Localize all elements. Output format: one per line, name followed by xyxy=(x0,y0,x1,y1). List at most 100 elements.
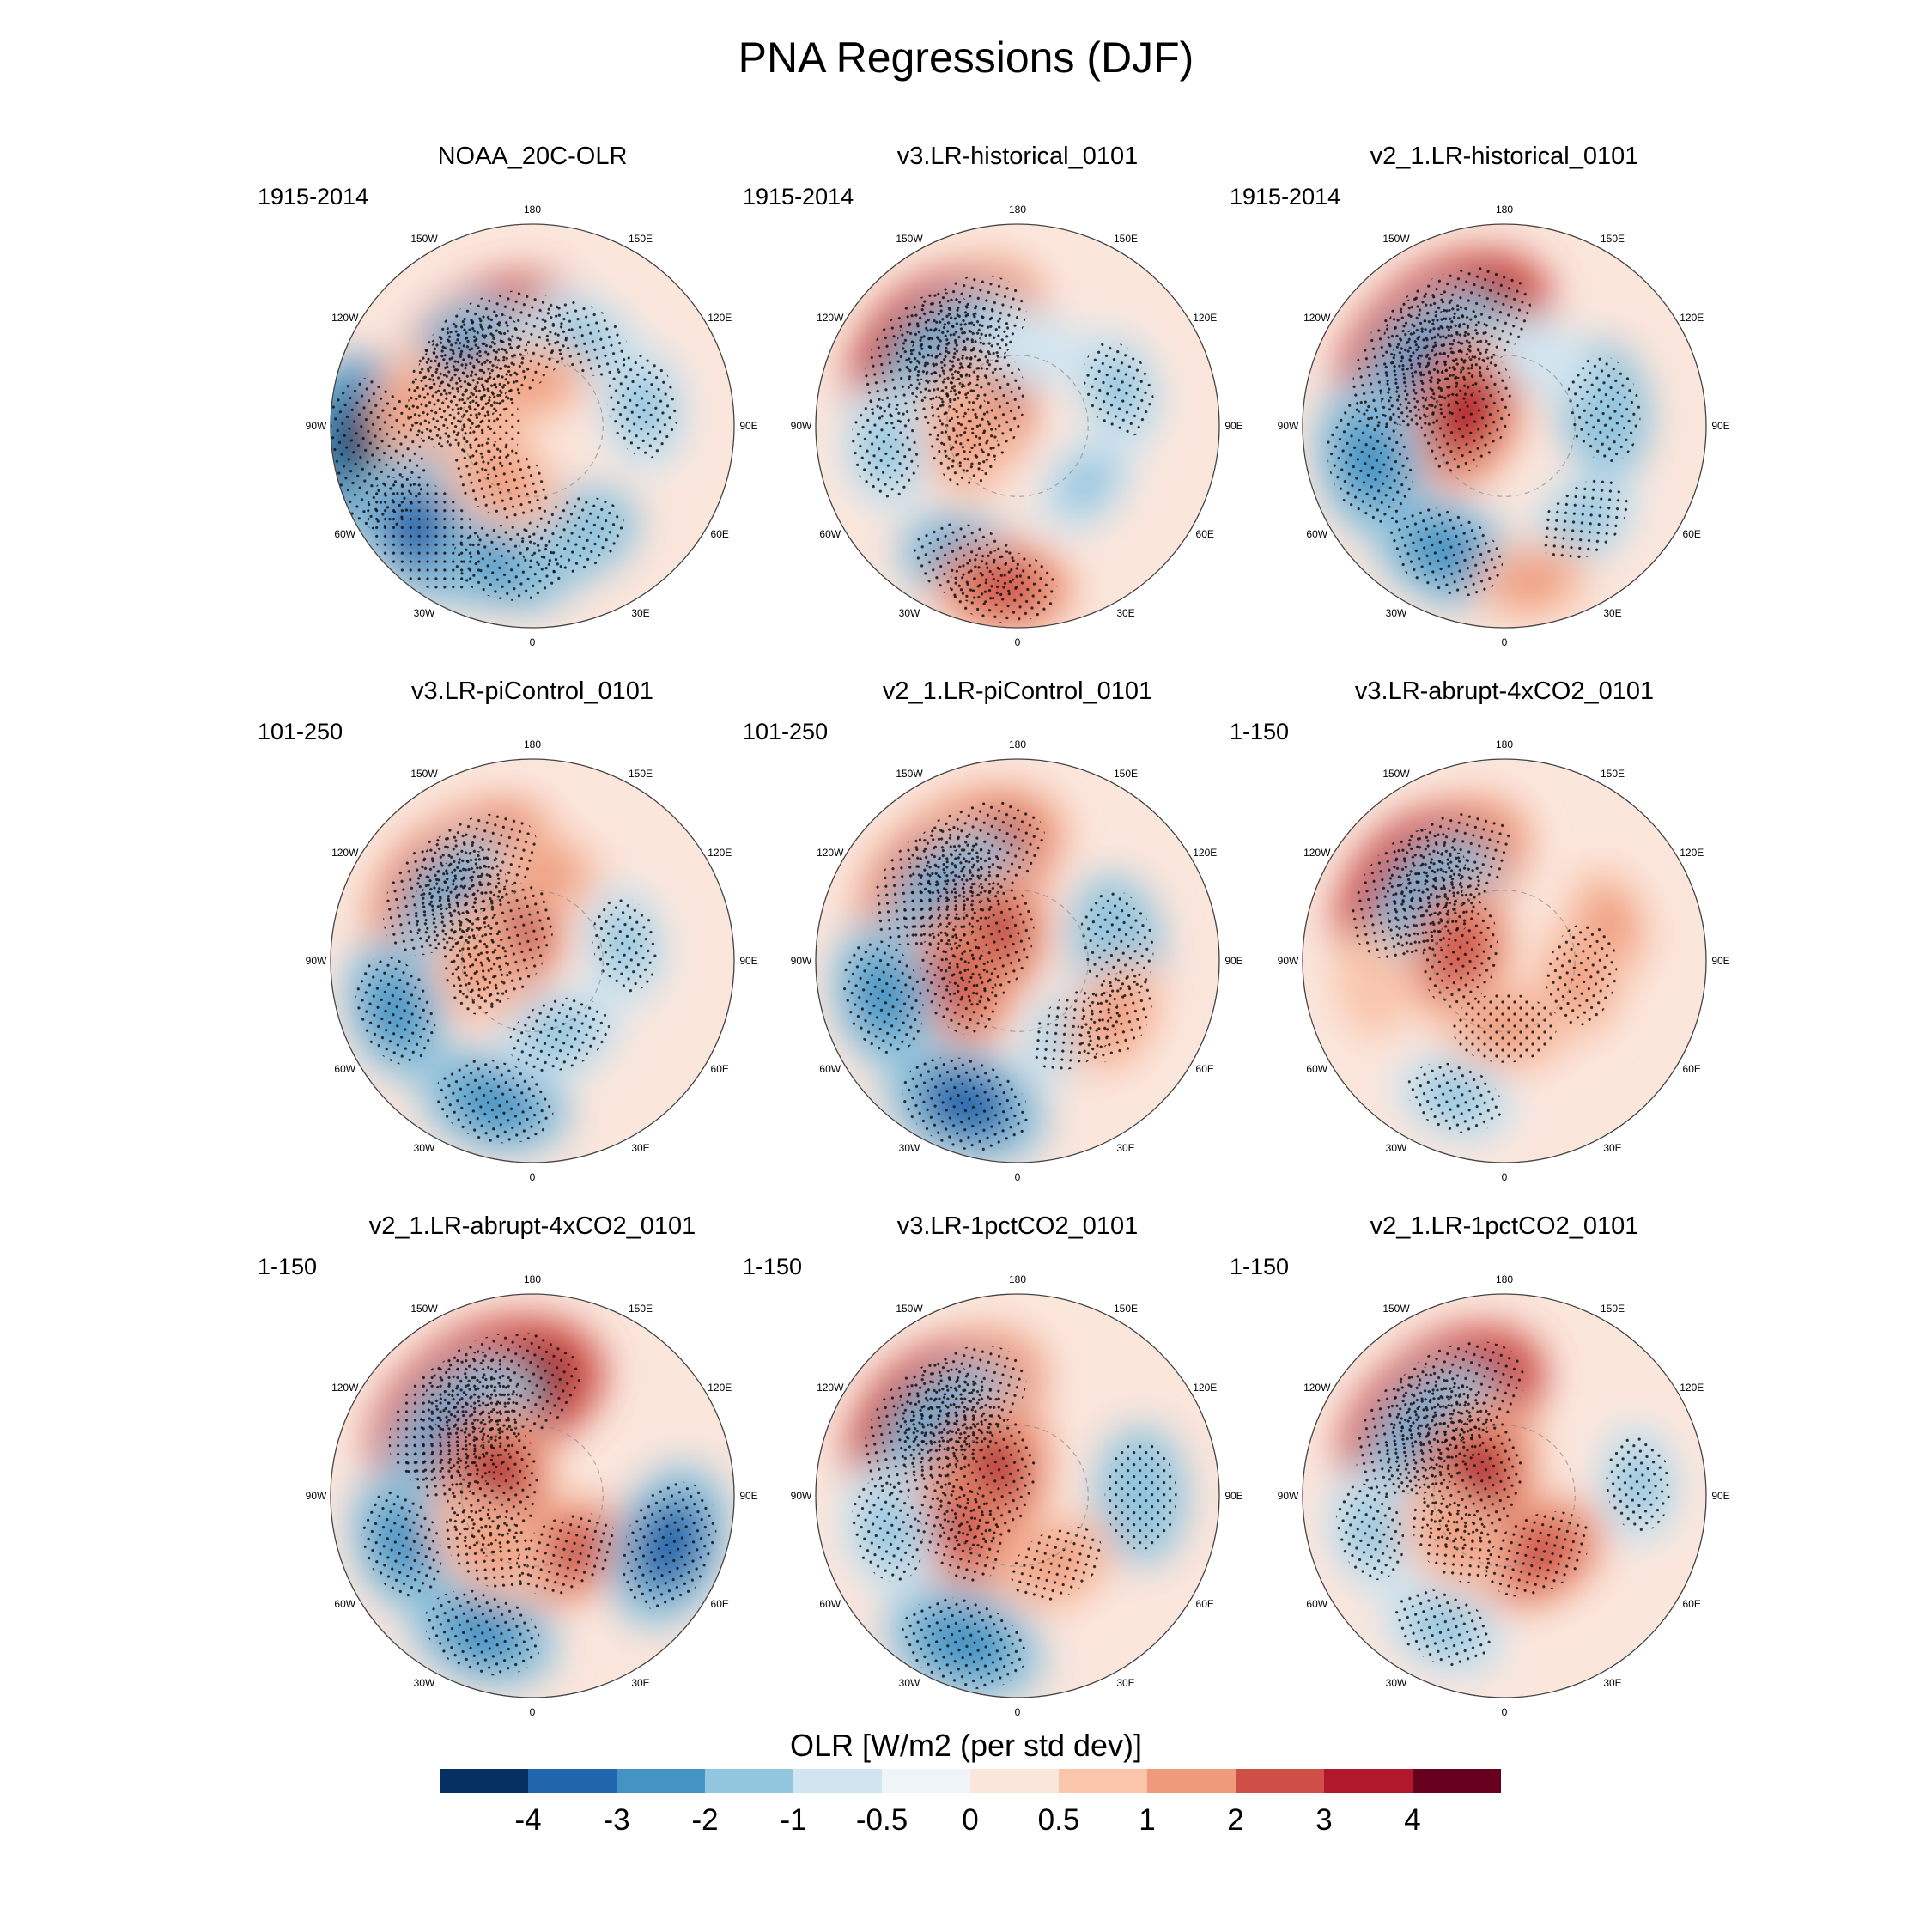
colorbar-swatch xyxy=(1413,1769,1501,1793)
map-panel: v2_1.LR-1pctCO2_0101 1-150 180 150E 120E 90E 6… xyxy=(1230,1212,1779,1719)
significance-stipple xyxy=(902,1597,1026,1689)
significance-stipple xyxy=(1077,971,1152,1063)
map-boundary xyxy=(1302,758,1707,1163)
significance-stipple xyxy=(1388,507,1503,597)
significance-stipple xyxy=(607,355,678,459)
panel-title: v3.LR-piControl_0101 xyxy=(410,677,654,705)
longitude-label: 120W xyxy=(331,847,359,859)
longitude-label: 30W xyxy=(1386,1677,1407,1689)
longitude-label: 180 xyxy=(1009,204,1026,216)
map-boundary xyxy=(330,1293,735,1698)
map-boundary xyxy=(815,758,1220,1163)
significance-stipple xyxy=(1104,1442,1177,1550)
longitude-label: 60E xyxy=(1196,1598,1214,1610)
significance-stipple xyxy=(1083,341,1154,437)
longitude-label: 90E xyxy=(1224,420,1242,432)
longitude-label: 60W xyxy=(334,528,355,540)
longitude-label: 90W xyxy=(306,420,327,432)
colorbar-swatch xyxy=(1236,1769,1325,1793)
panel-period: 1-150 xyxy=(743,1254,803,1279)
colorbar-swatch xyxy=(1324,1769,1413,1793)
map-panel: v2_1.LR-piControl_0101 101-250 180 150E 120E… xyxy=(743,677,1292,1184)
polar-map: 180 150E 120E 90E 60E 30E 0 30W 60W 90W 120W 150W xyxy=(791,738,1243,1183)
coastline xyxy=(1433,890,1576,1032)
longitude-label: 120W xyxy=(1303,847,1331,859)
significance-stipple xyxy=(851,1479,924,1583)
panel-title: v3.LR-1pctCO2_0101 xyxy=(896,1212,1139,1240)
polar-map: 180 150E 120E 90E 60E 30E 0 30W 60W 90W 120W 150W xyxy=(306,738,758,1183)
significance-stipple xyxy=(1011,1526,1103,1601)
map-boundary xyxy=(330,758,735,1163)
longitude-label: 150W xyxy=(1382,768,1410,780)
polar-map: 180 150E 120E 90E 60E 30E 0 30W 60W 90W 120W 150W xyxy=(306,1273,758,1718)
polar-map: 180 150E 120E 90E 60E 30E 0 30W 60W 90W 120W 150W xyxy=(1278,1273,1730,1718)
significance-stipple xyxy=(361,1489,442,1598)
longitude-label: 90W xyxy=(306,955,327,967)
colorbar-tick-label: 0.5 xyxy=(1037,1803,1080,1837)
longitude-label: 180 xyxy=(1496,738,1513,750)
colorbar-swatch xyxy=(882,1769,971,1793)
significance-stipple xyxy=(443,1504,535,1590)
significance-stipple xyxy=(1452,993,1557,1063)
longitude-label: 150W xyxy=(410,768,438,780)
longitude-label: 60E xyxy=(711,528,729,540)
longitude-label: 180 xyxy=(1009,1273,1026,1285)
map-boundary xyxy=(815,1293,1220,1698)
anomaly-core xyxy=(1512,332,1575,384)
longitude-label: 30W xyxy=(414,1677,435,1689)
longitude-label: 90E xyxy=(1711,420,1729,432)
panel-title: v2_1.LR-abrupt-4xCO2_0101 xyxy=(368,1212,696,1240)
polar-map: 180 150E 120E 90E 60E 30E 0 30W 60W 90W 120W 150W xyxy=(1278,204,1730,648)
coastline xyxy=(461,1425,604,1567)
colorbar-tick-label: 1 xyxy=(1139,1803,1156,1837)
longitude-label: 0 xyxy=(1502,1171,1508,1183)
significance-stipple xyxy=(515,1512,617,1595)
significance-stipple xyxy=(949,550,1058,623)
panel-title: v2_1.LR-piControl_0101 xyxy=(882,677,1153,705)
longitude-label: 0 xyxy=(1015,1171,1021,1183)
longitude-label: 0 xyxy=(530,1706,536,1718)
longitude-label: 120W xyxy=(1303,312,1331,324)
map-panel: v3.LR-1pctCO2_0101 1-150 180 150E 120E 90E 60E… xyxy=(743,1212,1292,1719)
map-boundary xyxy=(330,223,735,629)
longitude-label: 120E xyxy=(708,847,732,859)
longitude-label: 120E xyxy=(1680,847,1704,859)
longitude-label: 30W xyxy=(899,1142,920,1154)
colorbar-swatch xyxy=(617,1769,706,1793)
longitude-label: 90W xyxy=(306,1490,327,1502)
colorbar-tick-label: -2 xyxy=(691,1803,719,1837)
longitude-label: 60W xyxy=(819,528,841,540)
map-panel: v3.LR-abrupt-4xCO2_0101 1-150 180 150E 120E 9… xyxy=(1230,677,1779,1184)
longitude-label: 90W xyxy=(1278,1490,1299,1502)
longitude-label: 120E xyxy=(1193,847,1217,859)
coastline xyxy=(946,1425,1089,1567)
polar-map: 180 150E 120E 90E 60E 30E 0 30W 60W 90W 120W 150W xyxy=(791,204,1243,648)
longitude-label: 30E xyxy=(631,1677,649,1689)
longitude-label: 60E xyxy=(1196,1063,1214,1075)
coastline xyxy=(1433,1425,1576,1567)
longitude-label: 60E xyxy=(1683,528,1701,540)
colorbar-tick-label: -4 xyxy=(514,1803,542,1837)
significance-stipple xyxy=(1327,401,1413,523)
longitude-label: 90E xyxy=(739,1490,757,1502)
longitude-label: 0 xyxy=(1015,636,1021,648)
polar-map: 180 150E 120E 90E 60E 30E 0 30W 60W 90W 120W 150W xyxy=(306,204,758,648)
longitude-label: 60E xyxy=(711,1598,729,1610)
panel-title: v2_1.LR-1pctCO2_0101 xyxy=(1370,1212,1639,1240)
longitude-label: 150E xyxy=(1601,233,1625,245)
longitude-label: 30E xyxy=(1116,1142,1134,1154)
panel-period: 101-250 xyxy=(258,719,343,744)
longitude-label: 90E xyxy=(739,955,757,967)
significance-stipple xyxy=(1420,349,1513,475)
longitude-label: 60W xyxy=(819,1598,841,1610)
colorbar-swatch xyxy=(528,1769,617,1793)
longitude-label: 30W xyxy=(414,607,435,619)
longitude-label: 60E xyxy=(1683,1063,1701,1075)
significance-stipple xyxy=(1606,1436,1671,1533)
longitude-label: 30E xyxy=(1603,1142,1621,1154)
colorbar-swatch xyxy=(1059,1769,1148,1793)
longitude-label: 150E xyxy=(629,1303,653,1315)
coastline xyxy=(946,890,1089,1032)
coastline xyxy=(461,355,604,497)
